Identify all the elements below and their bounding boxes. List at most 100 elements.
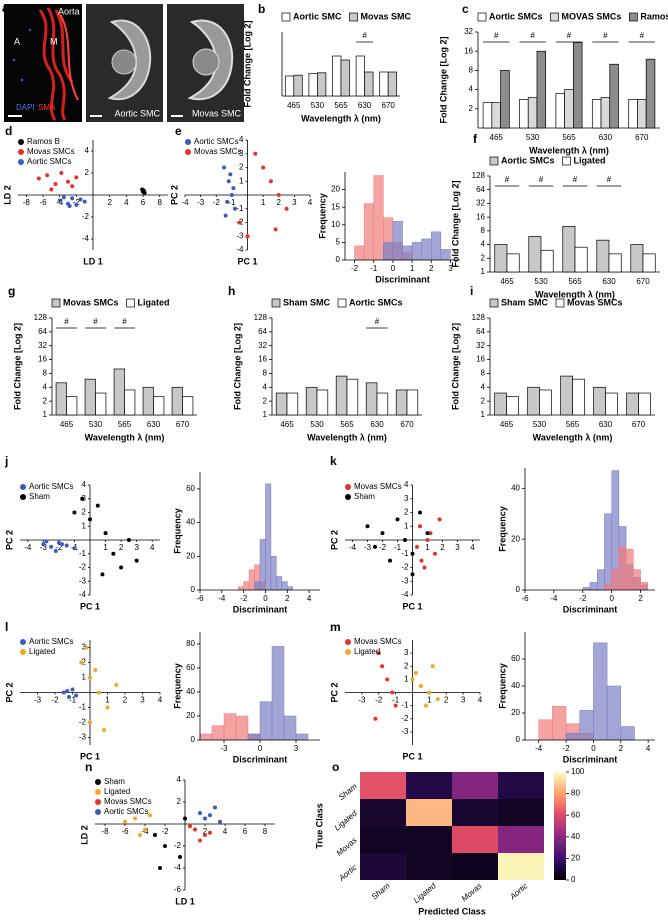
legend-label: Aortic SMCs xyxy=(29,637,73,646)
bar xyxy=(560,375,573,416)
bar xyxy=(626,392,639,416)
x-axis-label: Predicted Class xyxy=(418,906,486,916)
panel-label: d xyxy=(5,124,12,138)
x-tick-label: -2 xyxy=(73,198,81,207)
histogram-bar xyxy=(363,203,374,261)
x-tick-label: 3 xyxy=(140,696,145,705)
x-tick-label: 4 xyxy=(150,543,155,552)
legend-label: MOVAS SMCs xyxy=(562,11,622,21)
y-tick-label: -1 xyxy=(79,703,87,712)
histogram-bar xyxy=(199,733,213,741)
data-point xyxy=(226,179,231,184)
bar xyxy=(605,392,618,416)
data-point xyxy=(88,675,92,680)
legend-label: Movas SMCs xyxy=(194,147,242,156)
panel-label: l xyxy=(5,620,8,634)
legend-label: Sham SMC xyxy=(283,297,331,307)
y-tick-label: 2 xyxy=(263,396,268,405)
y-tick-label: 5 xyxy=(336,238,341,247)
legend-marker xyxy=(20,484,26,490)
data-point xyxy=(84,645,89,650)
heatmap-cell xyxy=(498,826,544,853)
histogram-bar xyxy=(604,513,612,591)
cell xyxy=(107,19,152,101)
bar xyxy=(642,253,656,273)
image-label: SMA xyxy=(38,103,56,112)
x-tick-label: -8 xyxy=(23,198,31,207)
data-point xyxy=(67,204,72,208)
data-point xyxy=(74,202,79,207)
x-tick-label: -3 xyxy=(40,543,48,552)
x-tick-label: -4 xyxy=(218,594,226,603)
histogram-bar xyxy=(620,726,635,741)
y-axis-label: Fold Change [Log 2] xyxy=(450,181,460,268)
heatmap-cell xyxy=(452,772,498,799)
x-tick-label: -2 xyxy=(213,198,221,207)
legend-label: Sham xyxy=(29,492,50,501)
x-tick-label: 1 xyxy=(105,696,110,705)
data-point xyxy=(148,813,152,818)
y-axis-label: Fold Change [Log 2] xyxy=(242,21,252,108)
bar xyxy=(540,249,554,273)
y-tick-label: 2 xyxy=(481,396,486,405)
bar xyxy=(527,97,538,129)
legend-label: Ligated xyxy=(104,787,130,796)
bar xyxy=(317,72,327,97)
y-tick-label: -2 xyxy=(79,718,87,727)
y-axis-label: Fold Change [Log 2] xyxy=(12,323,22,410)
data-point xyxy=(203,816,207,821)
data-point xyxy=(103,531,108,536)
x-tick-label: -6 xyxy=(521,594,529,603)
panel-label: i xyxy=(470,284,473,298)
x-axis-label: Discriminant xyxy=(233,754,288,764)
data-point xyxy=(134,558,139,563)
x-tick-label: 4 xyxy=(307,594,312,603)
histogram-bar xyxy=(211,725,225,741)
y-tick-label: 16 xyxy=(38,355,47,364)
y-tick-label: -4 xyxy=(174,863,182,872)
significance-marker: # xyxy=(362,31,367,40)
legend-swatch xyxy=(562,156,571,166)
bar xyxy=(379,71,389,97)
data-point xyxy=(105,705,110,710)
legend-swatch xyxy=(555,298,565,308)
y-axis-label: PC 2 xyxy=(329,530,339,550)
histogram-bar xyxy=(618,546,627,591)
bar xyxy=(293,74,303,97)
significance-marker: # xyxy=(567,31,572,40)
x-tick-label: 2 xyxy=(119,543,124,552)
bar xyxy=(506,253,520,273)
bar xyxy=(364,71,374,97)
x-tick-label: 2 xyxy=(638,594,643,603)
y-tick-label: 3 xyxy=(82,643,87,652)
y-axis-label: True Class xyxy=(314,803,324,849)
panel-label: f xyxy=(473,132,478,146)
x-tick-label: -6 xyxy=(39,198,47,207)
legend-label: Aortic SMCs xyxy=(29,482,73,491)
data-point xyxy=(419,558,424,563)
panel-label: o xyxy=(332,760,339,774)
histogram-bar xyxy=(270,556,277,591)
panel-label: g xyxy=(8,284,15,298)
y-tick-label: 1 xyxy=(43,410,48,419)
y-axis-label: LD 2 xyxy=(2,185,12,205)
y-tick-label: 1 xyxy=(404,674,409,683)
legend-swatch xyxy=(477,12,487,22)
y-tick-label: 3 xyxy=(404,494,409,503)
significance-marker: # xyxy=(539,175,544,184)
y-axis-label: PC 2 xyxy=(4,682,14,702)
x-tick-label: 465 xyxy=(287,101,301,110)
legend-marker xyxy=(20,494,26,500)
data-point xyxy=(233,206,237,211)
y-tick-label: -6 xyxy=(174,885,182,894)
histogram-bar xyxy=(402,245,413,261)
x-tick-label: 2 xyxy=(285,594,290,603)
data-point xyxy=(418,510,422,515)
x-tick-label: -3 xyxy=(358,696,366,705)
y-tick-label: 20 xyxy=(511,534,520,543)
histogram-bar xyxy=(276,576,283,591)
row-label: Aortic xyxy=(336,863,358,884)
heatmap-cell xyxy=(406,826,452,853)
data-point xyxy=(385,677,390,682)
histogram-bar xyxy=(271,646,285,741)
